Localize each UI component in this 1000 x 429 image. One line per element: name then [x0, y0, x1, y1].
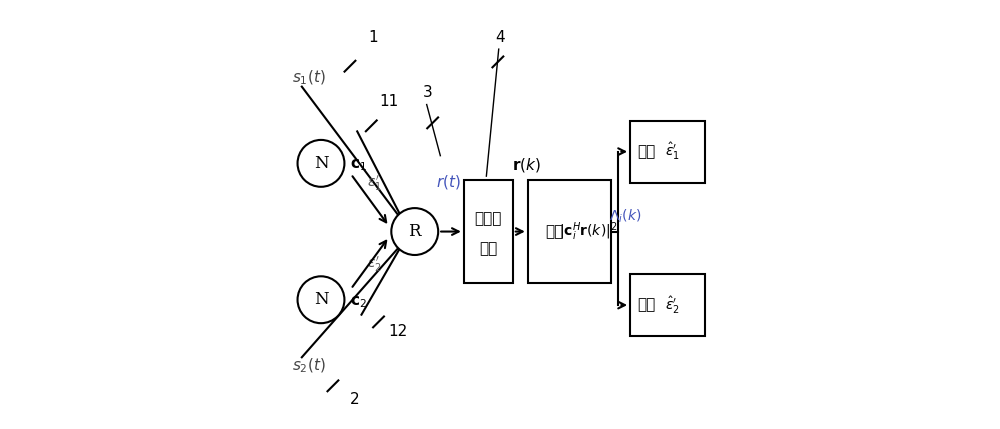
Text: 匹配滤: 匹配滤: [475, 211, 502, 226]
Text: $r(t)$: $r(t)$: [436, 173, 461, 191]
FancyBboxPatch shape: [630, 121, 705, 182]
FancyBboxPatch shape: [464, 181, 513, 283]
Text: N: N: [314, 291, 328, 308]
Text: $\varepsilon_2'$: $\varepsilon_2'$: [367, 254, 382, 274]
Text: 11: 11: [380, 94, 399, 109]
Text: R: R: [409, 223, 421, 240]
Text: $\mathbf{r}(k)$: $\mathbf{r}(k)$: [512, 156, 541, 174]
Text: $s_2(t)$: $s_2(t)$: [292, 356, 326, 375]
Text: 2: 2: [350, 392, 360, 407]
Circle shape: [298, 276, 344, 323]
Text: $\mathbf{c}_2$: $\mathbf{c}_2$: [350, 294, 366, 310]
Text: $\mathbf{c}_1$: $\mathbf{c}_1$: [350, 157, 366, 173]
Text: 4: 4: [496, 30, 505, 45]
Text: N: N: [314, 155, 328, 172]
Text: 3: 3: [422, 85, 432, 100]
Text: 波器: 波器: [479, 241, 497, 256]
Text: 计算: 计算: [545, 224, 563, 239]
Text: 估计: 估计: [637, 298, 655, 313]
Text: $|\mathbf{c}_i^H\mathbf{r}(k)|^2$: $|\mathbf{c}_i^H\mathbf{r}(k)|^2$: [559, 220, 618, 243]
Text: $\varepsilon_1'$: $\varepsilon_1'$: [367, 174, 382, 193]
Text: 估计: 估计: [637, 144, 655, 159]
Text: 1: 1: [368, 30, 377, 45]
Text: 12: 12: [388, 324, 408, 339]
Circle shape: [298, 140, 344, 187]
Text: $\hat{\varepsilon}_1'$: $\hat{\varepsilon}_1'$: [665, 141, 680, 162]
Text: $\hat{\varepsilon}_2'$: $\hat{\varepsilon}_2'$: [665, 294, 680, 316]
FancyBboxPatch shape: [528, 181, 611, 283]
Text: $s_1(t)$: $s_1(t)$: [292, 69, 326, 87]
FancyBboxPatch shape: [630, 274, 705, 336]
Text: $\Lambda_i(k)$: $\Lambda_i(k)$: [609, 208, 641, 225]
Circle shape: [391, 208, 438, 255]
